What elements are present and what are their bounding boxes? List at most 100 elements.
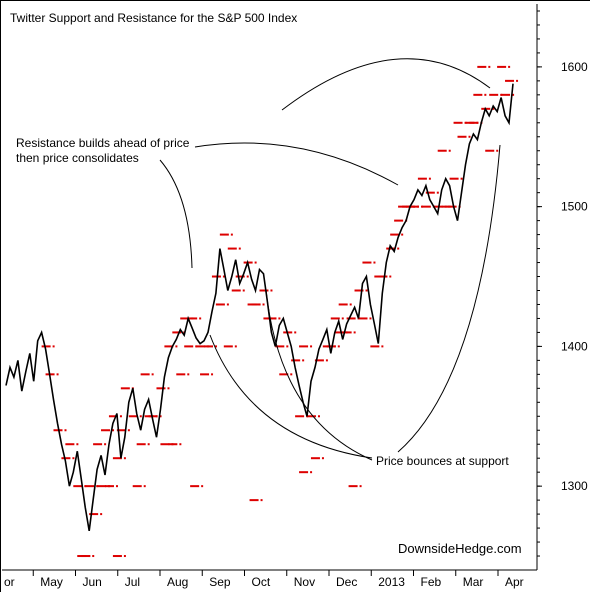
tweet-level-mark — [196, 345, 206, 348]
x-tick-label: Jun — [83, 575, 102, 589]
tweet-level-dot — [270, 289, 273, 292]
tweet-level-dot — [321, 457, 324, 460]
tweet-level-dot — [123, 555, 126, 558]
tweet-level-mark — [180, 317, 190, 320]
tweet-level-dot — [262, 303, 265, 306]
tweet-level-mark — [156, 387, 166, 390]
tweet-level-mark — [299, 345, 309, 348]
x-tick-label: Feb — [421, 575, 442, 589]
tweet-level-dot — [310, 471, 313, 474]
tweet-level-dot — [254, 261, 257, 264]
tweet-level-mark — [306, 415, 316, 418]
tweet-level-mark — [93, 443, 103, 446]
tweet-level-dot — [417, 205, 420, 208]
tweet-level-dot — [72, 457, 75, 460]
x-tick-label: Apr — [505, 575, 524, 589]
tweet-level-mark — [334, 331, 344, 334]
arrow-support-to-sep — [209, 334, 373, 459]
tweet-level-dot — [317, 415, 320, 418]
y-axis: 1300 1400 1500 1600 — [537, 10, 588, 557]
tweet-level-dot — [373, 261, 376, 264]
tweet-level-mark — [326, 345, 336, 348]
chart-title: Twitter Support and Resistance for the S… — [10, 11, 297, 25]
x-tick-label: May — [40, 575, 63, 589]
tweet-level-mark — [358, 317, 368, 320]
tweet-level-dot — [460, 177, 463, 180]
x-tick-label: Nov — [294, 575, 315, 589]
tweet-level-mark — [310, 457, 320, 460]
tweet-level-mark — [348, 485, 358, 488]
tweet-level-dot — [302, 359, 305, 362]
arrow-top-to-apr — [281, 58, 491, 111]
tweet-level-dot — [119, 415, 122, 418]
tweet-level-dot — [286, 345, 289, 348]
tweet-level-mark — [398, 205, 408, 208]
tweet-level-dot — [100, 513, 103, 516]
tweet-level-mark — [473, 93, 483, 96]
y-tick-label: 1500 — [561, 200, 588, 214]
tweet-level-dot — [115, 485, 118, 488]
tweet-level-mark — [291, 359, 301, 362]
tweet-level-dot — [123, 457, 126, 460]
tweet-level-dot — [325, 359, 328, 362]
tweet-level-mark — [421, 205, 431, 208]
tweet-level-mark — [73, 485, 83, 488]
tweet-level-dot — [139, 415, 142, 418]
tweet-level-mark — [477, 65, 487, 68]
tweet-level-dot — [401, 233, 404, 236]
tweet-level-mark — [279, 373, 289, 376]
tweet-level-mark — [140, 373, 150, 376]
tweet-level-mark — [53, 429, 63, 432]
tweet-level-dot — [349, 303, 352, 306]
arrow-resistance-to-jan — [194, 142, 399, 186]
tweet-level-dot — [353, 331, 356, 334]
annotation-resistance-line2: then price consolidates — [16, 151, 139, 165]
tweet-level-dot — [310, 345, 313, 348]
tweet-level-mark — [354, 289, 364, 292]
tweet-level-mark — [330, 317, 340, 320]
tweet-level-dot — [76, 443, 79, 446]
tweet-level-mark — [247, 303, 257, 306]
tweet-level-dot — [278, 317, 281, 320]
tweet-level-mark — [108, 415, 118, 418]
tweet-level-mark — [97, 485, 107, 488]
tweet-level-mark — [259, 289, 269, 292]
tweet-level-dot — [488, 65, 491, 68]
tweet-level-mark — [469, 121, 479, 124]
tweet-level-mark — [441, 205, 451, 208]
tweet-level-mark — [200, 373, 210, 376]
tweet-level-mark — [65, 443, 75, 446]
tweet-level-dot — [187, 373, 190, 376]
tweet-levels-layer — [41, 65, 519, 558]
tweet-level-mark — [176, 373, 186, 376]
tweet-level-mark — [132, 485, 142, 488]
tweet-level-dot — [389, 275, 392, 278]
tweet-level-dot — [468, 135, 471, 138]
tweet-level-mark — [160, 443, 170, 446]
arrow-support-to-apr — [397, 144, 501, 453]
tweet-level-dot — [230, 233, 233, 236]
tweet-level-dot — [260, 499, 263, 502]
x-tick-label: 2013 — [378, 575, 405, 589]
x-tick-label: Jul — [125, 575, 140, 589]
tweet-level-dot — [195, 345, 198, 348]
tweet-level-dot — [428, 177, 431, 180]
tweet-level-mark — [116, 429, 126, 432]
price-series-line — [5, 83, 514, 532]
tweet-level-dot — [508, 65, 511, 68]
tweet-level-mark — [204, 345, 214, 348]
tweet-level-dot — [341, 317, 344, 320]
tweet-level-mark — [447, 205, 457, 208]
tweet-level-dot — [242, 289, 245, 292]
tweet-level-mark — [449, 177, 459, 180]
tweet-level-mark — [190, 485, 200, 488]
tweet-level-mark — [346, 317, 356, 320]
tweet-level-dot — [492, 107, 495, 110]
tweet-level-dot — [127, 429, 130, 432]
tweet-level-dot — [155, 415, 158, 418]
annotation-arrows — [159, 58, 501, 461]
tweet-level-dot — [464, 121, 467, 124]
tweet-level-mark — [168, 443, 178, 446]
tweet-level-dot — [294, 331, 297, 334]
